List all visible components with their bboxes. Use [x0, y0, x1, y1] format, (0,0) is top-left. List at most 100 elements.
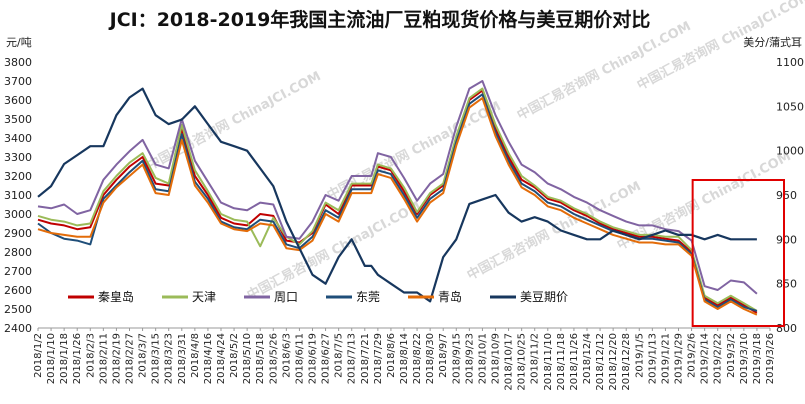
x-tick-label: 2018/11/10 — [543, 333, 554, 391]
left-tick-label: 2700 — [4, 265, 32, 278]
left-tick-label: 2500 — [4, 303, 32, 316]
x-tick-label: 2018/3/23 — [164, 333, 175, 384]
left-tick-label: 3300 — [4, 151, 32, 164]
left-tick-label: 3800 — [4, 56, 32, 69]
x-tick-label: 2018/12/20 — [608, 333, 619, 391]
x-tick-label: 2018/2/11 — [98, 333, 109, 384]
x-tick-label: 2018/4/24 — [216, 333, 227, 384]
x-tick-label: 2019/1/21 — [660, 333, 671, 384]
left-tick-label: 3100 — [4, 189, 32, 202]
right-tick-label: 1100 — [776, 56, 804, 69]
x-tick-label: 2018/2/3 — [85, 333, 96, 378]
x-tick-label: 2018/10/9 — [491, 333, 502, 384]
x-tick-label: 2018/7/5 — [334, 333, 345, 378]
x-tick-label: 2018/11/2 — [530, 333, 541, 384]
left-tick-label: 2900 — [4, 227, 32, 240]
right-axis-unit: 美分/蒲式耳 — [743, 35, 802, 49]
left-tick-label: 3600 — [4, 94, 32, 107]
x-tick-label: 2018/6/27 — [321, 333, 332, 384]
x-tick-label: 2018/2/19 — [111, 333, 122, 384]
x-tick-label: 2018/8/14 — [399, 333, 410, 384]
series-line-周口 — [37, 80, 758, 295]
x-tick-label: 2018/9/7 — [438, 333, 449, 378]
legend-label: 美豆期价 — [520, 290, 568, 304]
right-tick-label: 900 — [776, 233, 797, 246]
x-tick-label: 2018/6/3 — [281, 333, 292, 378]
x-axis: 2018/1/2 2018/1/10 2018/1/18 2018/1/26 2018/… — [33, 327, 776, 391]
left-axis-unit: 元/吨 — [6, 36, 32, 49]
x-tick-label: 2018/1/26 — [72, 333, 83, 384]
x-tick-label: 2018/7/21 — [360, 333, 371, 384]
x-tick-label: 2018/6/19 — [308, 333, 319, 384]
x-tick-label: 2019/3/2 — [726, 333, 737, 378]
x-tick-label: 2018/10/25 — [517, 333, 528, 391]
left-tick-label: 3000 — [4, 208, 32, 221]
x-tick-label: 2018/9/23 — [464, 333, 475, 384]
legend-label: 秦皇岛 — [98, 289, 134, 304]
x-tick-label: 2018/11/18 — [556, 333, 567, 391]
x-tick-label: 2019/3/26 — [765, 333, 776, 384]
x-tick-label: 2019/2/14 — [700, 333, 711, 384]
left-tick-label: 3200 — [4, 170, 32, 183]
x-tick-label: 2019/1/5 — [634, 333, 645, 378]
x-tick-label: 2019/1/13 — [647, 333, 658, 384]
x-tick-label: 2018/10/1 — [477, 333, 488, 384]
right-tick-label: 1000 — [776, 145, 804, 158]
x-tick-label: 2018/7/13 — [347, 333, 358, 384]
x-tick-label: 2018/7/29 — [373, 333, 384, 384]
x-tick-label: 2018/3/15 — [151, 333, 162, 384]
x-tick-label: 2018/12/28 — [621, 333, 632, 391]
series-line-东莞 — [37, 93, 758, 312]
x-tick-label: 2018/10/17 — [504, 333, 515, 391]
x-tick-label: 2019/2/6 — [687, 333, 698, 378]
right-tick-label: 850 — [776, 278, 797, 291]
left-tick-label: 2600 — [4, 284, 32, 297]
x-tick-label: 2018/5/2 — [229, 333, 240, 378]
right-tick-label: 1050 — [776, 100, 804, 113]
left-axis-ticks: 2400 2500 2600 2700 2800 2900 3000 3100 3200 3300… — [4, 56, 32, 335]
x-tick-label: 2018/1/2 — [33, 333, 44, 378]
x-tick-label: 2019/1/29 — [674, 333, 685, 384]
left-tick-label: 3400 — [4, 132, 32, 145]
watermarks: 中国汇易咨询网 ChinaJCI.COM 中国汇易咨询网 ChinaJCI.COM… — [144, 0, 805, 304]
series-line-秦皇岛 — [37, 89, 758, 314]
highlight-box — [691, 179, 786, 327]
right-tick-label: 950 — [776, 189, 797, 202]
legend-label: 青岛 — [438, 289, 462, 304]
x-tick-label: 2018/9/15 — [451, 333, 462, 384]
x-tick-label: 2018/1/10 — [46, 333, 57, 384]
right-axis-ticks: 800 850 900 950 1000 1050 1100 — [776, 56, 804, 335]
left-tick-label: 2800 — [4, 246, 32, 259]
legend-label: 周口 — [274, 290, 298, 304]
series-line-天津 — [37, 87, 758, 312]
right-tick-label: 800 — [776, 322, 797, 335]
x-tick-label: 2018/5/18 — [255, 333, 266, 384]
x-tick-label: 2018/4/16 — [203, 333, 214, 384]
x-tick-label: 2018/8/30 — [425, 333, 436, 384]
legend: 秦皇岛 天津 周口 东莞 青岛 美豆期价 — [68, 289, 568, 304]
legend-label: 天津 — [192, 290, 216, 304]
left-tick-label: 2400 — [4, 322, 32, 335]
chart-title: JCI：2018-2019年我国主流油厂豆粕现货价格与美豆期价对比 — [108, 8, 651, 31]
series-line-美豆期价 — [37, 87, 757, 303]
x-tick-label: 2018/8/6 — [386, 333, 397, 378]
x-tick-label: 2018/8/22 — [412, 333, 423, 384]
x-tick-label: 2018/3/7 — [138, 333, 149, 378]
x-tick-label: 2019/3/18 — [752, 333, 763, 384]
x-tick-label: 2018/12/12 — [595, 333, 606, 391]
x-tick-label: 2018/5/26 — [268, 333, 279, 384]
left-tick-label: 3700 — [4, 75, 32, 88]
x-tick-label: 2018/5/10 — [242, 333, 253, 384]
left-tick-label: 3500 — [4, 113, 32, 126]
x-tick-label: 2018/2/27 — [125, 333, 136, 384]
x-tick-label: 2018/1/18 — [59, 333, 70, 384]
series-line-青岛 — [37, 97, 758, 316]
legend-label: 东莞 — [356, 290, 380, 304]
series-lines — [37, 80, 758, 316]
x-tick-label: 2019/2/22 — [713, 333, 724, 384]
x-tick-label: 2018/12/4 — [582, 333, 593, 384]
x-tick-label: 2018/11/26 — [569, 333, 580, 391]
x-tick-label: 2018/6/11 — [294, 333, 305, 384]
x-tick-label: 2018/3/31 — [177, 333, 188, 384]
